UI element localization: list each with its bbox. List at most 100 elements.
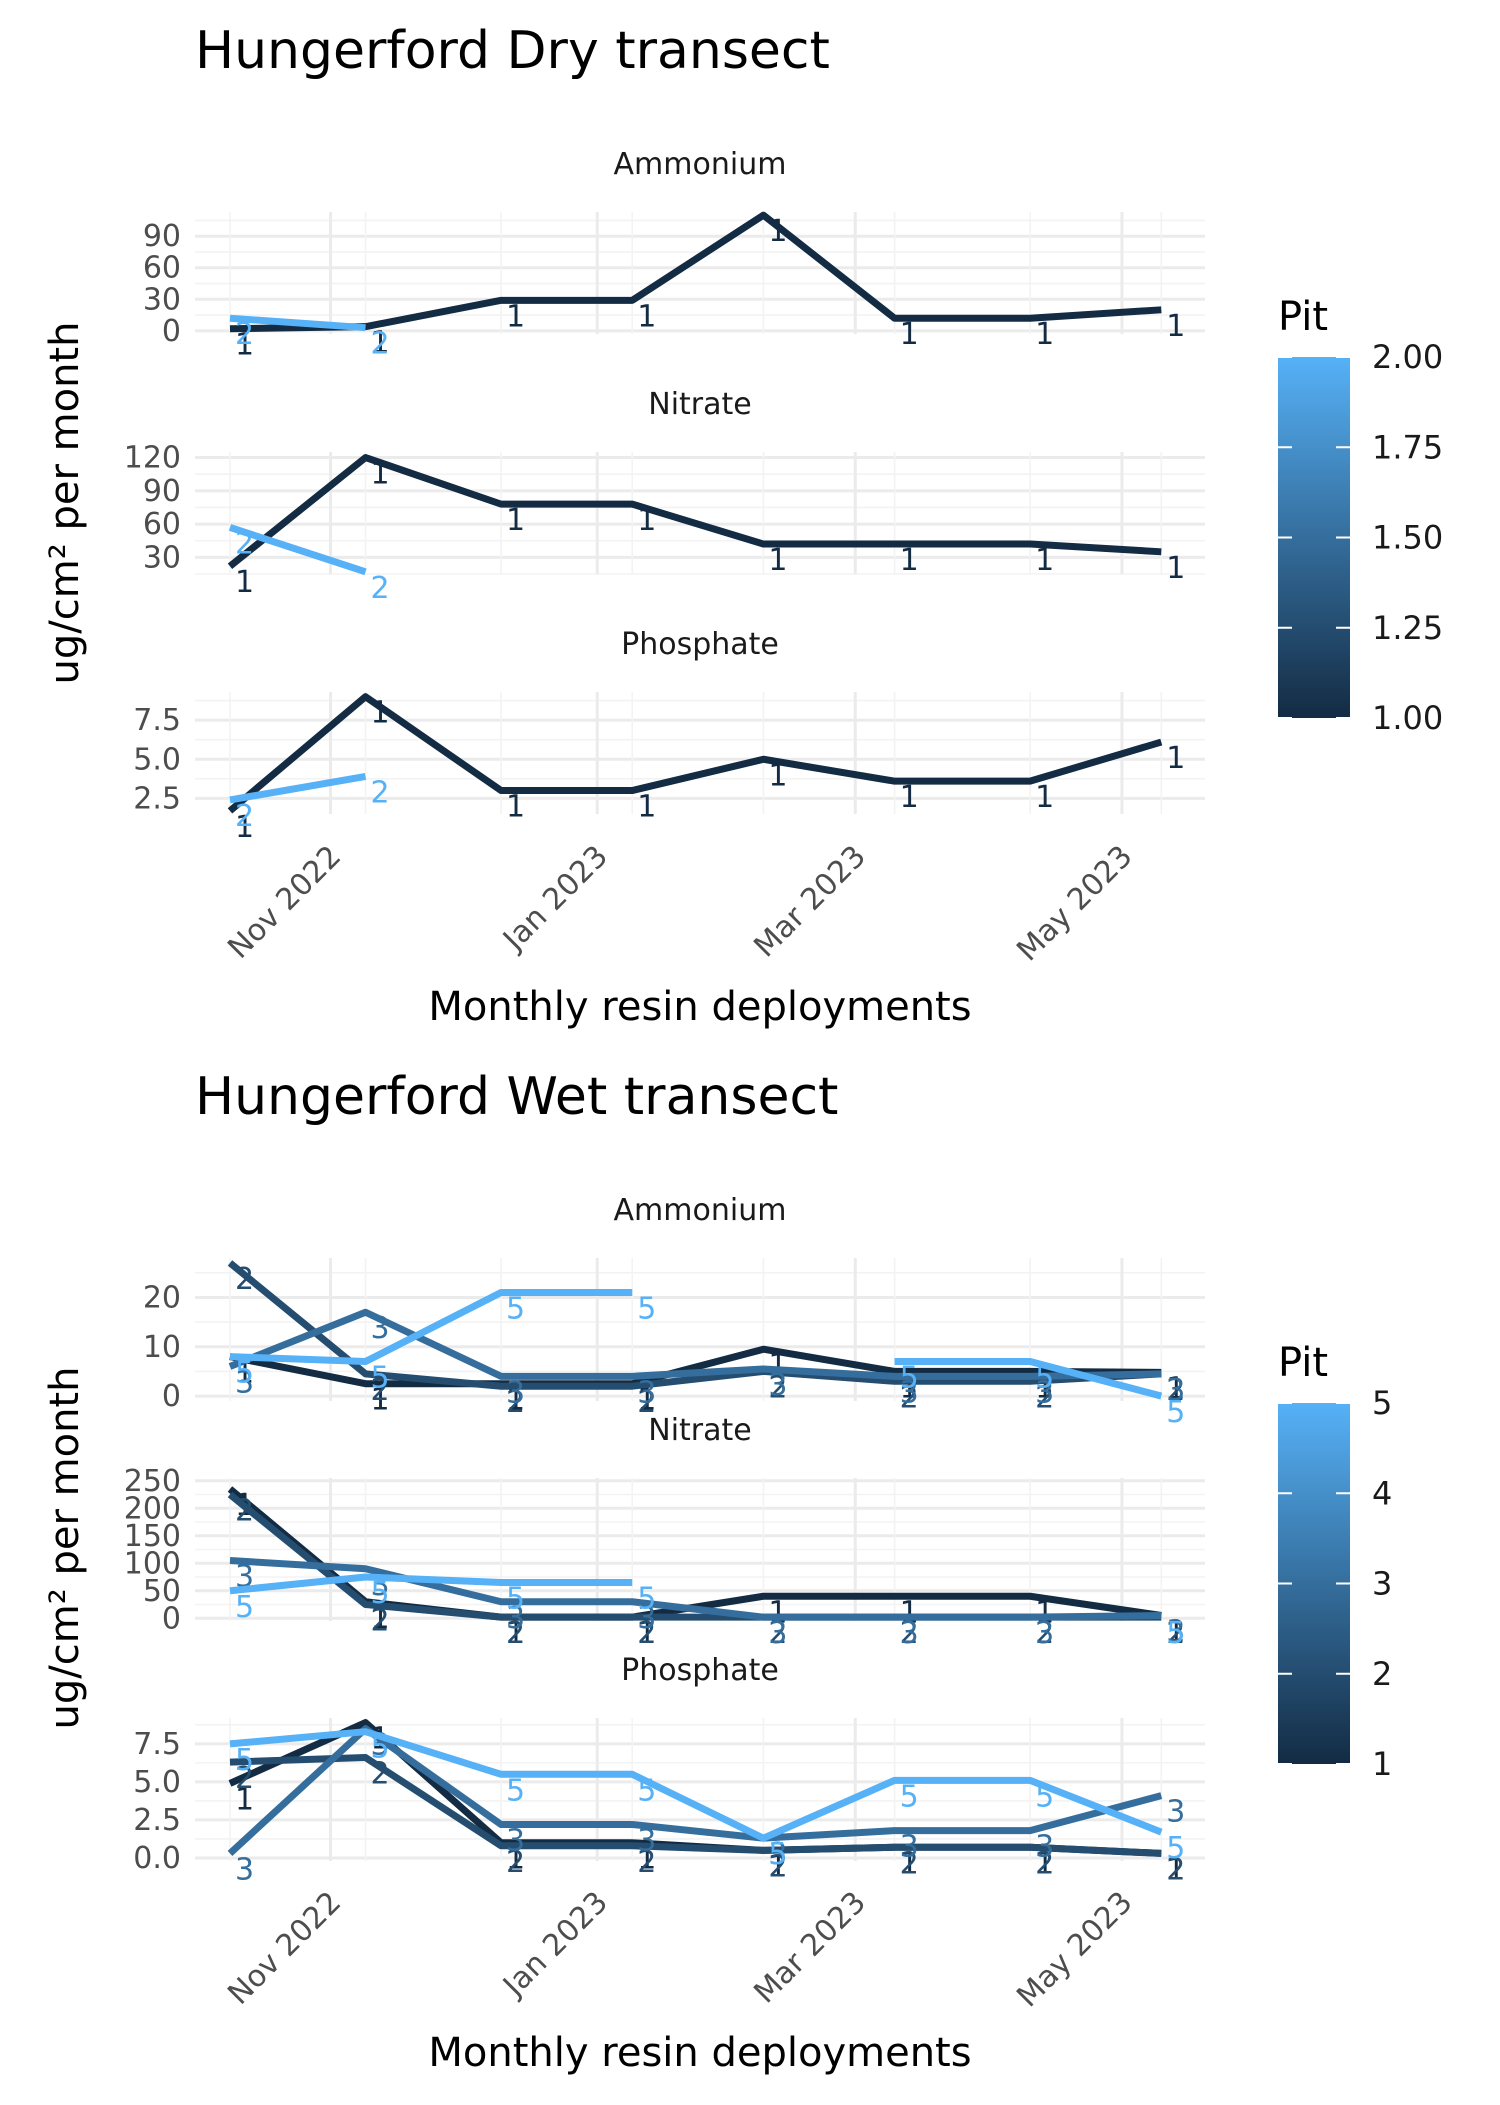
legend: Pit 1.00 1.25 1.50 1.75 2.00 xyxy=(1278,294,1443,737)
point-label: 3 xyxy=(900,1830,919,1865)
point-label: 1 xyxy=(371,457,390,492)
point-label: 5 xyxy=(506,1773,525,1808)
series-line-pit-2 xyxy=(229,773,367,804)
y-tick-label: 20 xyxy=(143,1280,181,1315)
point-label: 5 xyxy=(1035,1361,1054,1396)
series-line-pit-1 xyxy=(227,693,1163,814)
point-label: 1 xyxy=(235,328,254,363)
point-label: 1 xyxy=(1035,317,1054,352)
point-label: 2 xyxy=(900,1380,919,1415)
point-label: 5 xyxy=(371,1576,390,1611)
point-label: 2 xyxy=(235,526,254,561)
point-label: 2 xyxy=(506,1385,525,1420)
point-label: 2 xyxy=(1166,1616,1185,1651)
y-axis-label: ug/cm² per month xyxy=(42,322,88,685)
point-label: 3 xyxy=(1035,1375,1054,1410)
point-label: 1 xyxy=(1166,741,1185,776)
point-label: 5 xyxy=(637,1773,656,1808)
point-label: 2 xyxy=(506,1845,525,1880)
point-label: 1 xyxy=(1166,309,1185,344)
point-label: 5 xyxy=(506,1292,525,1327)
point-label: 1 xyxy=(235,810,254,845)
point-label: 2 xyxy=(235,1494,254,1529)
point-label: 1 xyxy=(637,299,656,334)
point-label: 1 xyxy=(768,758,787,793)
y-tick-label: 50 xyxy=(143,1574,181,1609)
point-label: 1 xyxy=(1035,780,1054,815)
point-label: 2 xyxy=(768,1370,787,1405)
point-label: 5 xyxy=(506,1582,525,1617)
point-label: 1 xyxy=(768,543,787,578)
point-label: 1 xyxy=(900,780,919,815)
legend-title: Pit xyxy=(1278,1340,1328,1386)
y-tick-label: 2.5 xyxy=(133,1803,181,1838)
y-tick-label: 90 xyxy=(143,474,181,509)
point-label: 1 xyxy=(506,299,525,334)
y-tick-label: 5.0 xyxy=(133,742,181,777)
point-label: 3 xyxy=(1166,1795,1185,1830)
x-tick-label: Nov 2022 xyxy=(221,839,348,966)
point-label: 3 xyxy=(637,1601,656,1636)
point-label: 3 xyxy=(235,1365,254,1400)
point-label: 5 xyxy=(371,1361,390,1396)
point-label: 3 xyxy=(637,1823,656,1858)
series-line-pit-2 xyxy=(229,1754,1162,1857)
series-line-pit-5 xyxy=(894,1358,1163,1400)
y-tick-label: 0 xyxy=(162,1379,181,1414)
point-label: 1 xyxy=(900,543,919,578)
point-label: 3 xyxy=(768,1837,787,1872)
legend-tick-label: 1.50 xyxy=(1372,519,1443,557)
strip-label: Ammonium xyxy=(614,1193,787,1228)
x-axis-label: Monthly resin deployments xyxy=(428,984,971,1030)
point-label: 5 xyxy=(235,1743,254,1778)
x-tick-label: May 2023 xyxy=(1010,839,1139,968)
y-tick-label: 90 xyxy=(143,219,181,254)
point-label: 1 xyxy=(506,1842,525,1877)
point-label: 2 xyxy=(637,1385,656,1420)
point-label: 1 xyxy=(637,503,656,538)
point-label: 3 xyxy=(506,1601,525,1636)
point-label: 1 xyxy=(1166,1371,1185,1406)
point-label: 2 xyxy=(235,799,254,834)
point-label: 5 xyxy=(371,1731,390,1766)
point-label: 5 xyxy=(637,1292,656,1327)
y-tick-label: 10 xyxy=(143,1330,181,1365)
y-tick-label: 150 xyxy=(124,1519,181,1554)
point-label: 3 xyxy=(768,1368,787,1403)
point-label: 1 xyxy=(768,214,787,249)
point-label: 2 xyxy=(768,1849,787,1884)
chart-title: Hungerford Wet transect xyxy=(195,1067,838,1127)
series-line-pit-2 xyxy=(227,1260,1162,1390)
series-line-pit-5 xyxy=(229,1289,633,1366)
y-tick-label: 7.5 xyxy=(133,703,181,738)
point-label: 1 xyxy=(1166,551,1185,586)
y-tick-label: 0 xyxy=(162,314,181,349)
point-label: 2 xyxy=(900,1616,919,1651)
point-label: 2 xyxy=(1166,1852,1185,1887)
point-label: 3 xyxy=(1166,1373,1185,1408)
point-label: 1 xyxy=(506,790,525,825)
point-label: 5 xyxy=(637,1582,656,1617)
series-line-pit-3 xyxy=(229,1557,1162,1621)
point-label: 2 xyxy=(235,317,254,352)
point-label: 3 xyxy=(900,1375,919,1410)
x-tick-label: Jan 2023 xyxy=(495,1885,615,2005)
legend-tick-label: 1 xyxy=(1372,1745,1392,1783)
point-label: 5 xyxy=(1166,1831,1185,1866)
point-label: 3 xyxy=(900,1616,919,1651)
point-label: 1 xyxy=(1035,543,1054,578)
x-tick-label: Mar 2023 xyxy=(747,839,873,965)
point-label: 2 xyxy=(768,1616,787,1651)
point-label: 1 xyxy=(637,1383,656,1418)
chart-title: Hungerford Dry transect xyxy=(195,21,830,81)
point-label: 5 xyxy=(900,1361,919,1396)
point-label: 5 xyxy=(1166,1616,1185,1651)
point-label: 2 xyxy=(235,1262,254,1297)
point-label: 5 xyxy=(1166,1395,1185,1430)
y-axis-label: ug/cm² per month xyxy=(42,1367,88,1730)
point-label: 2 xyxy=(371,1373,390,1408)
